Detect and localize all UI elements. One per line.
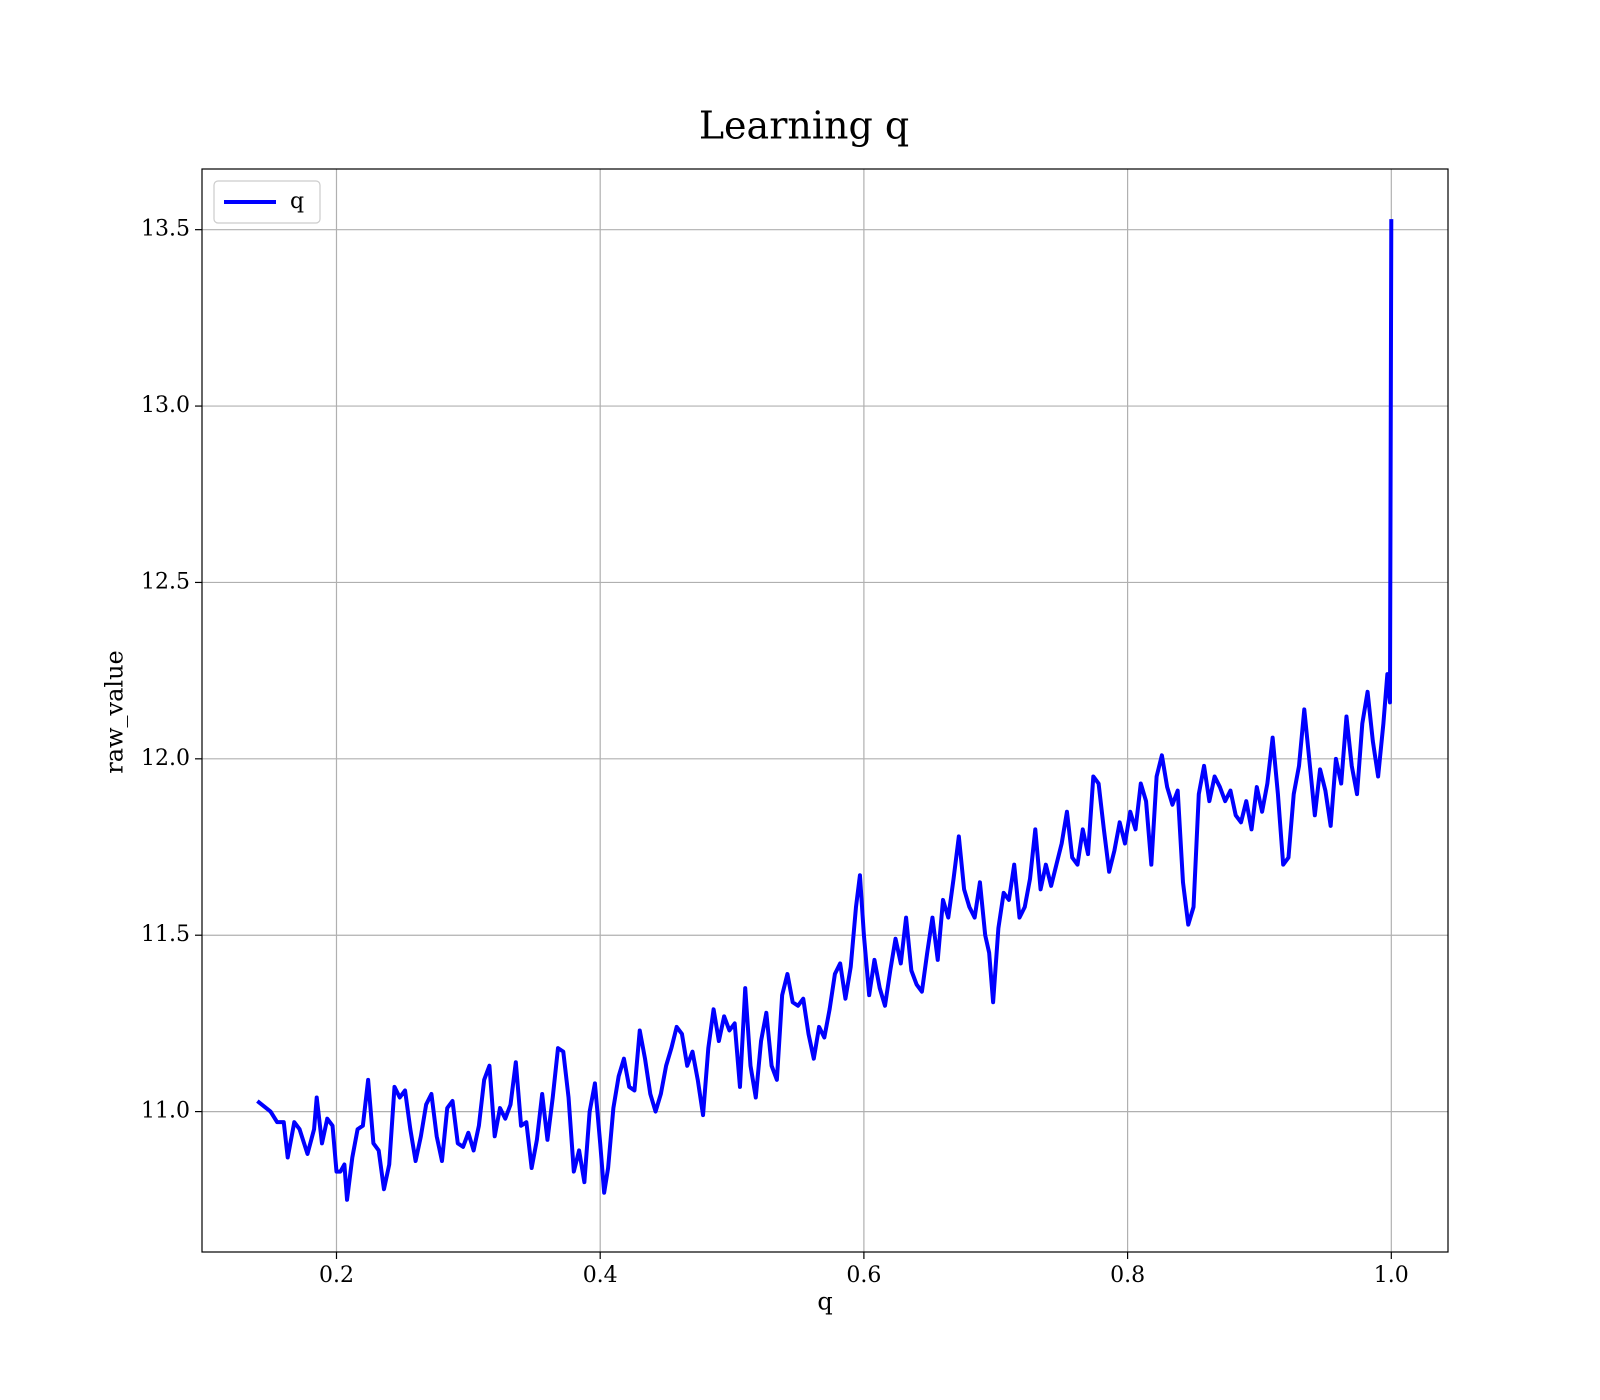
x-tick-label: 0.6 xyxy=(846,1263,881,1288)
x-axis-label: q xyxy=(817,1288,832,1316)
x-tick-label: 0.2 xyxy=(319,1263,354,1288)
x-tick-label: 0.8 xyxy=(1110,1263,1145,1288)
y-tick-label: 11.0 xyxy=(141,1099,190,1124)
y-tick-label: 12.0 xyxy=(141,746,190,771)
x-tick-label: 0.4 xyxy=(583,1263,618,1288)
y-tick-label: 13.0 xyxy=(141,393,190,418)
legend-label: q xyxy=(290,189,304,214)
y-axis-label: raw_value xyxy=(101,650,129,774)
y-tick-label: 12.5 xyxy=(141,569,190,594)
x-tick-label: 1.0 xyxy=(1374,1263,1409,1288)
y-tick-label: 11.5 xyxy=(141,922,190,947)
data-line xyxy=(256,219,1394,1202)
plot-frame xyxy=(201,168,1449,1253)
chart-title: Learning q xyxy=(699,104,909,148)
y-tick-label: 13.5 xyxy=(141,217,190,242)
